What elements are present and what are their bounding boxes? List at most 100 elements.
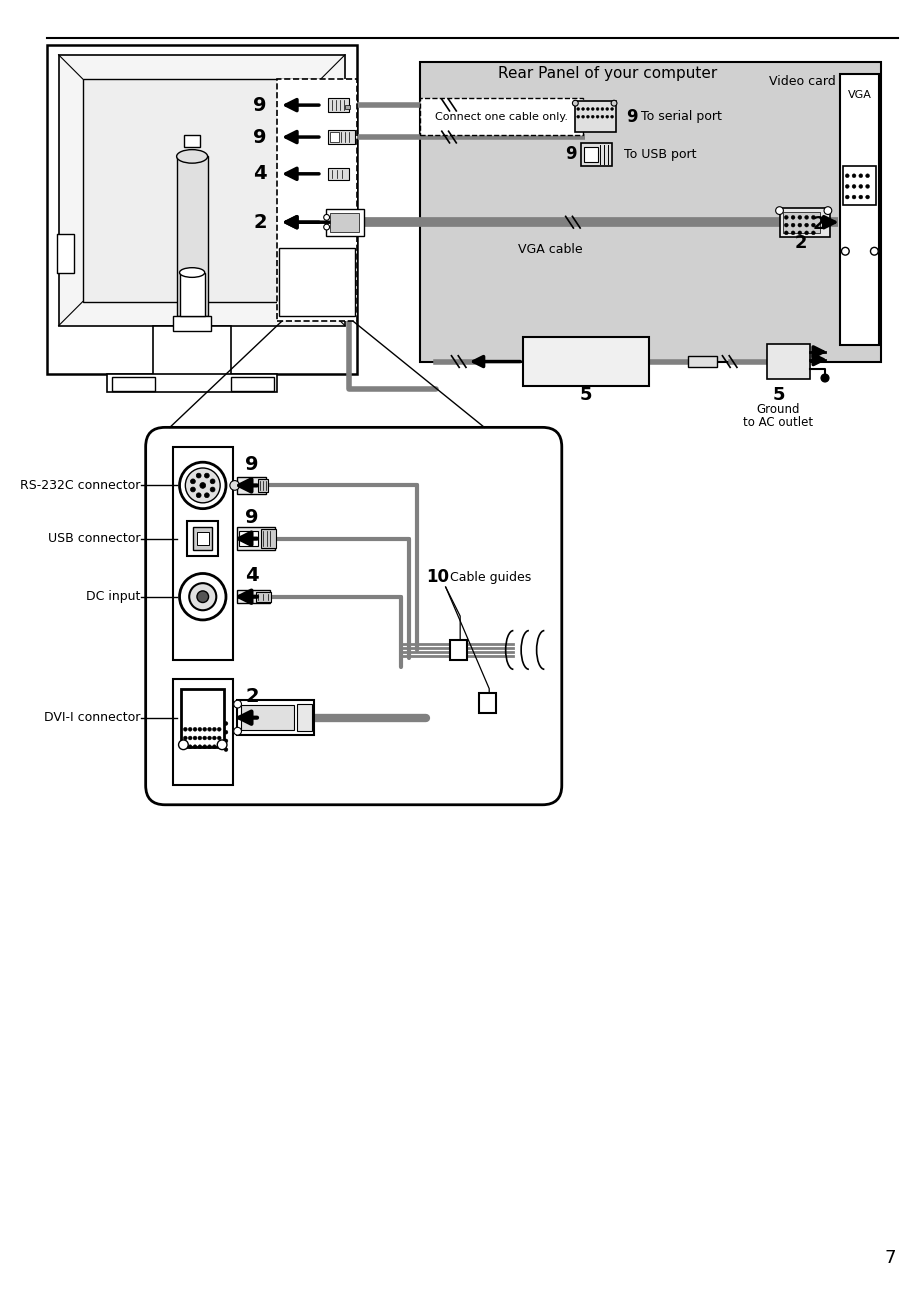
Circle shape xyxy=(845,184,849,188)
Circle shape xyxy=(597,115,599,118)
Bar xyxy=(523,337,649,386)
Text: to AC outlet: to AC outlet xyxy=(744,416,813,429)
Circle shape xyxy=(198,745,202,749)
Circle shape xyxy=(198,727,202,731)
Circle shape xyxy=(804,215,809,219)
Circle shape xyxy=(611,100,617,106)
Circle shape xyxy=(203,727,207,731)
Bar xyxy=(687,355,716,367)
Circle shape xyxy=(324,214,329,220)
Circle shape xyxy=(210,480,215,483)
Circle shape xyxy=(784,223,788,227)
Circle shape xyxy=(212,745,216,749)
Circle shape xyxy=(233,727,242,735)
Circle shape xyxy=(217,736,221,740)
Circle shape xyxy=(179,574,226,619)
Circle shape xyxy=(212,736,216,740)
Circle shape xyxy=(224,748,228,752)
Text: Video card: Video card xyxy=(769,75,835,88)
Bar xyxy=(59,54,345,325)
Bar xyxy=(237,590,271,604)
Circle shape xyxy=(204,473,210,478)
Circle shape xyxy=(193,745,197,749)
Circle shape xyxy=(190,480,195,483)
Text: 7: 7 xyxy=(884,1248,896,1266)
Circle shape xyxy=(188,727,192,731)
Text: DC input: DC input xyxy=(86,590,141,603)
Circle shape xyxy=(812,215,815,219)
Circle shape xyxy=(824,207,832,214)
Circle shape xyxy=(183,736,188,740)
Bar xyxy=(576,101,616,132)
Circle shape xyxy=(183,745,188,749)
Circle shape xyxy=(870,248,878,255)
Circle shape xyxy=(845,196,849,200)
Circle shape xyxy=(212,727,216,731)
Circle shape xyxy=(845,174,849,178)
Circle shape xyxy=(597,108,599,110)
Circle shape xyxy=(866,196,869,200)
Circle shape xyxy=(791,215,795,219)
Bar xyxy=(177,157,208,316)
Bar xyxy=(328,98,349,111)
Circle shape xyxy=(804,223,809,227)
Circle shape xyxy=(217,727,221,731)
Circle shape xyxy=(798,215,802,219)
Bar xyxy=(581,143,612,166)
Circle shape xyxy=(189,583,216,610)
Bar xyxy=(154,325,231,384)
Circle shape xyxy=(610,115,614,118)
Circle shape xyxy=(784,231,788,235)
Bar xyxy=(844,166,877,205)
Text: To USB port: To USB port xyxy=(619,148,696,161)
Text: To serial port: To serial port xyxy=(637,110,722,123)
Circle shape xyxy=(791,231,795,235)
Circle shape xyxy=(193,736,197,740)
Circle shape xyxy=(582,115,585,118)
Bar xyxy=(767,345,811,378)
Circle shape xyxy=(183,727,188,731)
Text: Cable guides: Cable guides xyxy=(450,570,532,584)
Bar xyxy=(421,98,583,135)
Circle shape xyxy=(591,108,594,110)
Bar xyxy=(57,233,74,272)
Circle shape xyxy=(204,492,210,498)
Text: Ground: Ground xyxy=(757,403,801,416)
Circle shape xyxy=(812,231,815,235)
Text: 9: 9 xyxy=(565,145,576,163)
Circle shape xyxy=(866,184,869,188)
Bar xyxy=(328,131,355,144)
Bar xyxy=(326,209,364,236)
Circle shape xyxy=(812,223,815,227)
Ellipse shape xyxy=(177,149,208,163)
Text: VGA: VGA xyxy=(848,91,872,100)
Circle shape xyxy=(210,487,215,492)
Bar xyxy=(256,592,272,601)
Circle shape xyxy=(852,174,856,178)
Bar xyxy=(173,316,211,330)
Circle shape xyxy=(798,223,802,227)
Circle shape xyxy=(188,745,192,749)
Circle shape xyxy=(217,745,221,749)
Circle shape xyxy=(582,108,585,110)
Circle shape xyxy=(859,196,863,200)
Circle shape xyxy=(179,463,226,508)
Text: 2: 2 xyxy=(253,213,266,232)
Text: 5: 5 xyxy=(580,386,592,404)
Circle shape xyxy=(190,487,195,492)
Circle shape xyxy=(576,115,580,118)
Circle shape xyxy=(196,473,201,478)
Circle shape xyxy=(859,174,863,178)
Text: 5: 5 xyxy=(772,386,785,404)
Circle shape xyxy=(203,745,207,749)
Circle shape xyxy=(224,739,228,743)
Bar xyxy=(421,62,881,362)
Bar xyxy=(188,521,219,556)
Bar xyxy=(237,700,314,735)
Circle shape xyxy=(606,108,608,110)
Bar xyxy=(841,74,879,345)
Text: VGA cable: VGA cable xyxy=(518,242,583,255)
Circle shape xyxy=(784,215,788,219)
Circle shape xyxy=(866,174,869,178)
Ellipse shape xyxy=(179,268,205,277)
